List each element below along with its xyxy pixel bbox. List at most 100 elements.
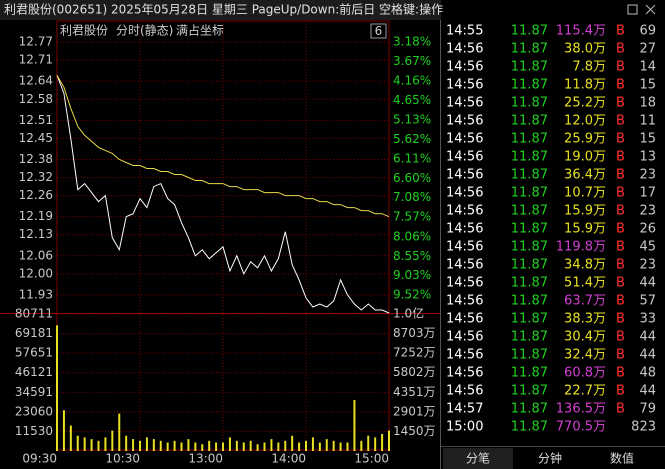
trade-price: 11.87 bbox=[511, 186, 548, 201]
y-tick-label: 12.45 bbox=[19, 131, 53, 145]
x-tick-label: 14:00 bbox=[271, 452, 306, 466]
y2-tick-label: 6.60% bbox=[393, 171, 431, 185]
trade-time: 14:56 bbox=[446, 168, 483, 183]
trade-price: 11.87 bbox=[511, 222, 548, 237]
volume-bar bbox=[97, 440, 100, 451]
volume-bar bbox=[325, 439, 328, 451]
volume-bar bbox=[360, 440, 363, 451]
trade-count: 27 bbox=[639, 42, 656, 57]
trade-amount: 22.7万 bbox=[564, 384, 606, 399]
trade-side: B bbox=[616, 186, 625, 201]
trade-side: B bbox=[616, 276, 625, 291]
trade-count: 23 bbox=[639, 204, 656, 219]
title-bar bbox=[0, 0, 441, 20]
volume-bar bbox=[125, 435, 128, 451]
trade-side: B bbox=[616, 402, 625, 417]
volume-bar bbox=[215, 442, 218, 451]
volume-bar bbox=[249, 440, 252, 451]
trade-price: 11.87 bbox=[511, 132, 548, 147]
x-tick-label: 10:30 bbox=[105, 452, 140, 466]
volume-bar bbox=[152, 439, 155, 451]
trade-side: B bbox=[616, 78, 625, 93]
volume-bar bbox=[132, 439, 135, 451]
trade-amount: 19.0万 bbox=[564, 150, 606, 165]
close-button[interactable] bbox=[645, 4, 656, 15]
period-box[interactable] bbox=[370, 23, 387, 39]
trade-amount: 15.9万 bbox=[564, 204, 606, 219]
trade-amount: 36.4万 bbox=[564, 168, 606, 183]
trade-time: 14:56 bbox=[446, 276, 483, 291]
y2-tick-label: 4351万 bbox=[393, 385, 436, 399]
trade-count: 18 bbox=[639, 96, 656, 111]
tab-selected[interactable] bbox=[443, 448, 513, 469]
trade-time: 14:56 bbox=[446, 132, 483, 147]
trade-count: 23 bbox=[639, 168, 656, 183]
trade-price: 11.87 bbox=[511, 204, 548, 219]
trade-time: 14:56 bbox=[446, 240, 483, 255]
trade-amount: 34.8万 bbox=[564, 258, 606, 273]
trade-count: 33 bbox=[639, 312, 656, 327]
trade-time: 14:56 bbox=[446, 348, 483, 363]
trade-price: 11.87 bbox=[511, 150, 548, 165]
trade-count: 44 bbox=[639, 384, 656, 399]
trade-side: B bbox=[616, 366, 625, 381]
volume-bar bbox=[318, 442, 321, 451]
volume-bar bbox=[367, 435, 370, 451]
period-label: 6 bbox=[375, 24, 383, 38]
maximize-button[interactable] bbox=[627, 4, 638, 15]
trade-count: 44 bbox=[639, 276, 656, 291]
y-tick-label: 12.06 bbox=[19, 248, 53, 262]
trade-amount: 10.7万 bbox=[564, 186, 606, 201]
y-tick-label: 46121 bbox=[15, 365, 53, 379]
trade-time: 14:56 bbox=[446, 330, 483, 345]
trade-side: B bbox=[616, 348, 625, 363]
trade-price: 11.87 bbox=[511, 294, 548, 309]
trade-count: 11 bbox=[639, 114, 656, 129]
trade-time: 14:56 bbox=[446, 294, 483, 309]
trade-side: B bbox=[616, 114, 625, 129]
volume-bar bbox=[284, 440, 287, 451]
stock-label: 利君股份 bbox=[60, 24, 108, 38]
volume-bar bbox=[305, 440, 307, 451]
y2-tick-label: 4.16% bbox=[393, 74, 431, 88]
trade-count: 823 bbox=[631, 420, 656, 435]
volume-bar bbox=[381, 434, 384, 451]
trade-amount: 15.9万 bbox=[564, 222, 606, 237]
tab-label[interactable]: 数值 bbox=[610, 451, 634, 466]
volume-bar bbox=[208, 440, 211, 451]
trade-side: B bbox=[616, 222, 625, 237]
trade-price: 11.87 bbox=[511, 24, 548, 39]
trade-amount: 38.0万 bbox=[564, 42, 606, 57]
trade-count: 15 bbox=[639, 132, 656, 147]
tab-label[interactable]: 分钟 bbox=[538, 451, 562, 466]
trade-count: 57 bbox=[639, 294, 656, 309]
y2-tick-label: 6.11% bbox=[393, 151, 431, 165]
y2-tick-label: 7252万 bbox=[393, 346, 436, 360]
trade-amount: 119.8万 bbox=[556, 240, 606, 255]
trade-time: 14:56 bbox=[446, 42, 483, 57]
trade-side: B bbox=[616, 150, 625, 165]
trade-side: B bbox=[616, 330, 625, 345]
trade-side: B bbox=[616, 60, 625, 75]
trade-count: 44 bbox=[639, 330, 656, 345]
trade-amount: 11.8万 bbox=[564, 78, 606, 93]
y2-tick-label: 5.62% bbox=[393, 132, 431, 146]
trade-count: 17 bbox=[639, 186, 656, 201]
trade-time: 14:56 bbox=[446, 186, 483, 201]
volume-bar bbox=[90, 439, 93, 451]
y2-tick-label: 1.0亿 bbox=[393, 306, 424, 321]
trade-time: 14:56 bbox=[446, 96, 483, 111]
volume-bar bbox=[145, 437, 148, 451]
tab-label[interactable]: 分笔 bbox=[466, 451, 490, 466]
series-line bbox=[56, 75, 390, 314]
y-tick-label: 12.26 bbox=[19, 188, 53, 202]
trade-amount: 136.5万 bbox=[556, 402, 606, 417]
y2-tick-label: 7.08% bbox=[393, 190, 431, 204]
y2-tick-label: 5.13% bbox=[393, 112, 431, 126]
trade-amount: 60.8万 bbox=[564, 366, 606, 381]
trade-count: 13 bbox=[639, 150, 656, 165]
trade-amount: 38.3万 bbox=[564, 312, 606, 327]
